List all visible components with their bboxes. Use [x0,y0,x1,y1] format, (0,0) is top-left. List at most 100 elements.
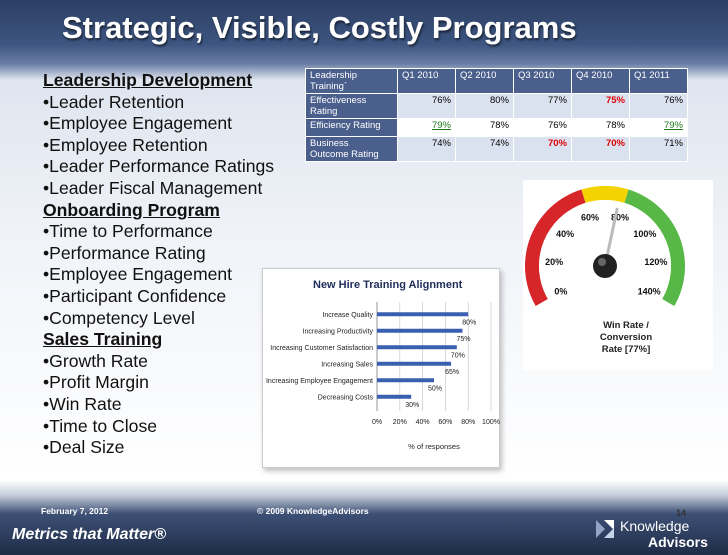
list-item: •Participant Confidence [43,285,227,306]
list-heading: Onboarding Program [43,199,220,220]
list-item: •Employee Engagement [43,264,233,285]
gauge-tick-label: 20% [545,257,563,267]
bar-value-label: 80% [462,319,476,326]
table-row-label: Efficiency Rating [305,118,398,137]
table-column-header: Q1 2010 [397,68,456,94]
footer-band [0,480,728,555]
logo-text-line2: Advisors [648,534,708,550]
bar-x-tick-label: 60% [438,419,452,426]
table-cell: 80% [455,93,514,119]
bar-category-label: Increasing Productivity [303,328,374,335]
bar-category-label: Increasing Sales [321,361,373,368]
gauge-hub-highlight [598,258,606,266]
leadership-training-table: Leadership Training` Q1 2010 Q2 2010 Q3 20… [305,68,688,162]
row-label-line1: Effectiveness [310,95,367,106]
table-cell: 77% [513,93,572,119]
list-item: •Leader Performance Ratings [43,156,275,177]
row-label-line2: Rating [310,106,338,117]
gauge-tick-label: 0% [554,287,567,297]
gauge-tick-label: 120% [644,257,667,267]
list-item: •Leader Fiscal Management [43,177,263,198]
logo-text-line1: Knowledge [620,518,690,534]
corner-label-line2: Training` [310,81,348,92]
bar [377,312,469,317]
table-cell: 76% [513,118,572,137]
table-cell: 79% [397,118,456,137]
bar-value-label: 65% [445,369,459,376]
gauge-tick-label: 100% [633,229,656,239]
bar [377,378,434,383]
bar-value-label: 75% [457,336,471,343]
list-heading: Leadership Development [43,70,253,90]
list-item: •Time to Close [43,415,158,436]
bar-x-tick-label: 100% [482,419,500,426]
program-list: Leadership Development •Leader Retention •… [43,70,293,459]
table-row: Efficiency Rating 79% 78% 76% 78% 79% [305,118,688,137]
footer-copyright: © 2009 KnowledgeAdvisors [257,506,369,516]
list-item: •Performance Rating [43,242,206,263]
table-cell: 70% [571,136,630,162]
list-item: •Deal Size [43,437,125,458]
table-row: Business Outcome Rating 74% 74% 70% 70% 71% [305,136,688,162]
table-cell: 70% [513,136,572,162]
table-cell: 78% [455,118,514,137]
table-cell: 75% [571,93,630,119]
gauge-band [624,189,685,306]
row-label-line1: Business [310,138,349,149]
bar-chart-title: New Hire Training Alignment [313,279,463,291]
table-cell: 79% [629,118,688,137]
bar-x-tick-label: 20% [393,419,407,426]
footer-date: February 7, 2012 [41,506,109,516]
list-item: •Employee Retention [43,134,208,155]
bar-category-label: Increasing Employee Engagement [266,378,373,385]
win-rate-gauge: 0% 20% 40% 60% 80% 100% 120% 140% Win Rate / Conv… [523,180,713,370]
table-cell: 74% [455,136,514,162]
list-item: •Time to Performance [43,221,213,242]
bar [377,345,457,350]
table-header-row: Leadership Training` Q1 2010 Q2 2010 Q3 20… [305,68,688,94]
footer-tagline: Metrics that Matter® [12,526,167,543]
row-label-line1: Efficiency Rating [310,120,381,131]
table-row-label: Effectiveness Rating [305,93,398,119]
bar [377,361,452,366]
bar-x-tick-label: 40% [416,419,430,426]
gauge-band [525,189,586,306]
knowledgeadvisors-logo: Knowledge Advisors [594,514,724,552]
bar-value-label: 70% [451,352,465,359]
bar-x-axis-title: % of responses [408,442,460,451]
table-cell: 76% [397,93,456,119]
gauge-hub [593,254,617,278]
table-column-header: Q4 2010 [571,68,630,94]
bar-chart-svg: New Hire Training Alignment 0% 20% 40% 60% 80… [266,279,500,451]
bar [377,328,463,333]
bar-x-tick-label: 80% [461,419,475,426]
list-item: •Profit Margin [43,372,149,393]
gauge-svg: 0% 20% 40% 60% 80% 100% 120% 140% Win Rate /Conv… [525,186,685,355]
gauge-tick-label: 80% [611,212,629,222]
gauge-band [581,186,629,203]
gauge-title-line3: Rate [77%] [602,344,651,355]
table-row: Effectiveness Rating 76% 80% 77% 75% 76% [305,93,688,119]
gauge-title-line1: Win Rate / [603,320,649,331]
list-item: •Win Rate [43,393,122,414]
row-label-line2: Outcome Rating [310,149,379,160]
header-band [0,0,728,80]
gauge-tick-label: 40% [556,229,574,239]
gauge-title-line2: Conversion [600,332,652,343]
table-column-header: Q2 2010 [455,68,514,94]
gauge-tick-label: 60% [581,212,599,222]
bar-value-label: 30% [405,402,419,409]
new-hire-bar-chart: New Hire Training Alignment 0% 20% 40% 60% 80… [262,268,500,468]
table-cell: 78% [571,118,630,137]
bar-x-tick-label: 0% [372,419,382,426]
table-corner-cell: Leadership Training` [305,68,398,94]
list-item: •Competency Level [43,307,195,328]
list-item: •Employee Engagement [43,113,233,134]
table-column-header: Q3 2010 [513,68,572,94]
list-item: •Leader Retention [43,91,185,112]
bar [377,394,412,399]
gauge-tick-label: 140% [638,287,661,297]
page-number: 14 [676,508,687,518]
logo-mark-icon [596,520,614,538]
